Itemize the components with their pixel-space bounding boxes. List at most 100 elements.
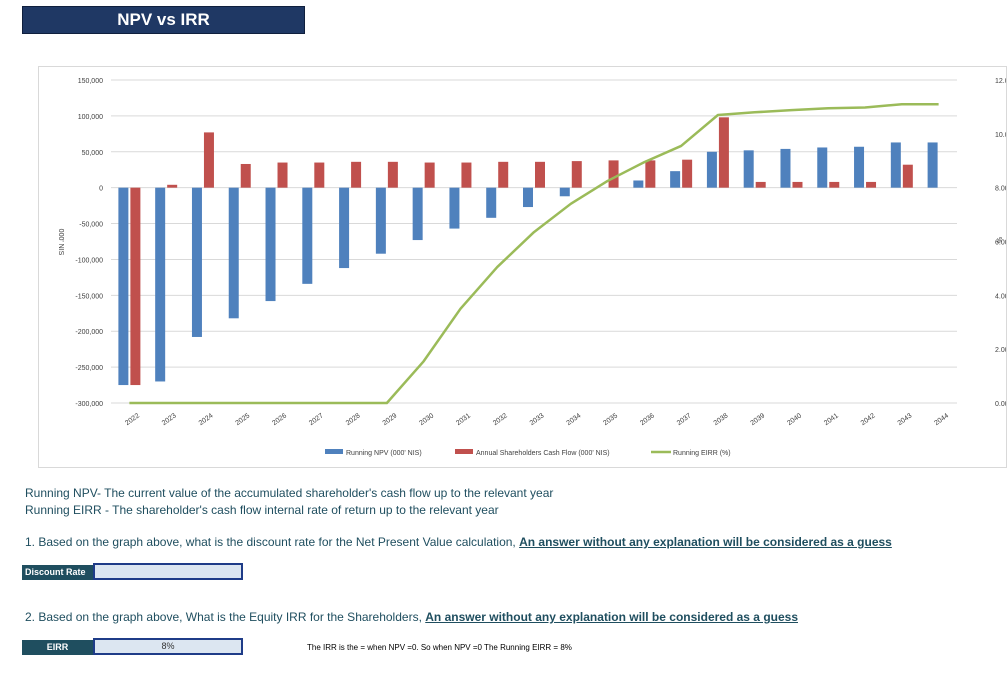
cashflow-bar bbox=[240, 163, 251, 188]
x-tick-label: 2034 bbox=[566, 412, 583, 427]
y-tick-label: 0 bbox=[99, 186, 103, 193]
y2-tick-label: 2.00% bbox=[995, 347, 1006, 354]
npv-bar bbox=[486, 187, 497, 218]
question-2-warning: An answer without any explanation will b… bbox=[425, 610, 798, 624]
y-tick-label: 100,000 bbox=[78, 114, 103, 121]
npv-bar bbox=[449, 187, 460, 229]
eirr-line bbox=[129, 102, 939, 405]
x-tick-label: 2035 bbox=[602, 412, 619, 427]
legend-swatch-npv bbox=[325, 449, 343, 454]
npv-bar bbox=[302, 187, 313, 284]
question-2-text: 2. Based on the graph above, What is the… bbox=[25, 610, 426, 624]
y-tick-label: -300,000 bbox=[75, 401, 103, 408]
npv-bar bbox=[523, 187, 533, 208]
cashflow-bar bbox=[351, 161, 362, 188]
npv-bar bbox=[706, 151, 717, 188]
cashflow-bar bbox=[130, 187, 141, 386]
x-tick-label: 2031 bbox=[455, 412, 472, 427]
x-tick-label: 2032 bbox=[492, 412, 509, 427]
x-tick-label: 2028 bbox=[345, 412, 362, 427]
y-tick-label: 150,000 bbox=[78, 78, 103, 85]
cashflow-bar bbox=[167, 184, 178, 188]
x-tick-label: 2037 bbox=[676, 412, 693, 427]
y2-tick-label: 12.00% bbox=[995, 78, 1006, 85]
y2-tick-label: 6.00% bbox=[995, 240, 1006, 247]
x-tick-label: 2030 bbox=[418, 412, 435, 427]
y-tick-label: -50,000 bbox=[79, 222, 103, 229]
cashflow-bar bbox=[829, 181, 840, 188]
x-tick-label: 2043 bbox=[897, 412, 914, 427]
x-tick-label: 2022 bbox=[124, 412, 141, 427]
eirr-note: The IRR is the = when NPV =0. So when NP… bbox=[307, 643, 572, 652]
x-tick-label: 2026 bbox=[271, 412, 288, 427]
npv-bar bbox=[927, 142, 938, 188]
eirr-input[interactable]: 8% bbox=[93, 638, 243, 655]
npv-bar bbox=[890, 142, 901, 188]
cashflow-bar bbox=[792, 181, 803, 188]
discount-rate-label: Discount Rate bbox=[22, 565, 93, 580]
npv-bar bbox=[412, 187, 423, 241]
npv-bar bbox=[559, 187, 570, 197]
npv-bar bbox=[780, 148, 791, 188]
npv-bar bbox=[817, 147, 828, 188]
x-tick-label: 2033 bbox=[529, 412, 546, 427]
question-1-text: 1. Based on the graph above, what is the… bbox=[25, 535, 520, 549]
npv-bar bbox=[191, 187, 202, 337]
eirr-description: Running EIRR - The shareholder's cash fl… bbox=[25, 503, 499, 517]
cashflow-bar bbox=[866, 181, 877, 188]
cashflow-bar bbox=[203, 132, 214, 188]
page-title: NPV vs IRR bbox=[22, 6, 305, 34]
y-tick-label: -250,000 bbox=[75, 365, 103, 372]
x-tick-label: 2039 bbox=[749, 412, 766, 427]
x-tick-label: 2042 bbox=[860, 412, 877, 427]
x-tick-label: 2040 bbox=[786, 412, 803, 427]
y2-tick-label: 0.00% bbox=[995, 401, 1006, 408]
y-axis-title: 000' NIS bbox=[57, 229, 64, 256]
x-tick-label: 2025 bbox=[234, 412, 251, 427]
cashflow-bar bbox=[718, 117, 729, 188]
npv-bar bbox=[670, 171, 681, 188]
npv-description: Running NPV- The current value of the ac… bbox=[25, 486, 554, 500]
cashflow-bar bbox=[608, 160, 619, 188]
legend-label-npv: Running NPV (000' NIS) bbox=[346, 450, 422, 457]
cashflow-bar bbox=[535, 161, 545, 188]
question-1: 1. Based on the graph above, what is the… bbox=[25, 535, 892, 549]
x-tick-label: 2024 bbox=[198, 412, 215, 427]
y-tick-label: -100,000 bbox=[75, 257, 103, 264]
legend-swatch-cashflow bbox=[455, 449, 473, 454]
x-tick-label: 2023 bbox=[161, 412, 178, 427]
x-tick-label: 2038 bbox=[713, 412, 730, 427]
y2-tick-label: 4.00% bbox=[995, 293, 1006, 300]
npv-bar bbox=[228, 187, 239, 319]
x-tick-label: 2044 bbox=[933, 412, 950, 427]
x-tick-label: 2029 bbox=[382, 412, 399, 427]
question-1-warning: An answer without any explanation will b… bbox=[519, 535, 892, 549]
npv-bar bbox=[743, 150, 754, 188]
y2-tick-label: 10.00% bbox=[995, 132, 1006, 139]
cashflow-bar bbox=[314, 162, 325, 188]
npv-bar bbox=[633, 180, 644, 188]
legend-label-eirr: Running EIRR (%) bbox=[673, 450, 731, 457]
x-tick-label: 2027 bbox=[308, 412, 325, 427]
eirr-label: EIRR bbox=[22, 640, 93, 655]
npv-bar bbox=[339, 187, 350, 269]
y-tick-label: 50,000 bbox=[82, 150, 104, 157]
x-tick-label: 2041 bbox=[823, 412, 840, 427]
cashflow-bar bbox=[682, 159, 693, 188]
x-tick-label: 2036 bbox=[639, 412, 656, 427]
cashflow-bar bbox=[424, 162, 435, 188]
cashflow-bar bbox=[571, 161, 582, 188]
y2-axis-title: % bbox=[995, 237, 1002, 243]
npv-bar bbox=[118, 187, 129, 386]
npv-bar bbox=[155, 187, 166, 382]
question-2: 2. Based on the graph above, What is the… bbox=[25, 610, 798, 624]
npv-bar bbox=[854, 146, 865, 188]
cashflow-bar bbox=[645, 160, 656, 188]
discount-rate-input[interactable] bbox=[93, 563, 243, 580]
chart-area: 150,000 100,000 50,000 0 -50,000 -100,000 -150… bbox=[38, 66, 1007, 468]
cashflow-bar bbox=[755, 181, 766, 188]
npv-irr-chart: 150,000 100,000 50,000 0 -50,000 -100,000 -150… bbox=[57, 78, 1006, 457]
cashflow-bar bbox=[498, 161, 509, 188]
y2-tick-label: 8.00% bbox=[995, 186, 1006, 193]
y-tick-label: -200,000 bbox=[75, 329, 103, 336]
